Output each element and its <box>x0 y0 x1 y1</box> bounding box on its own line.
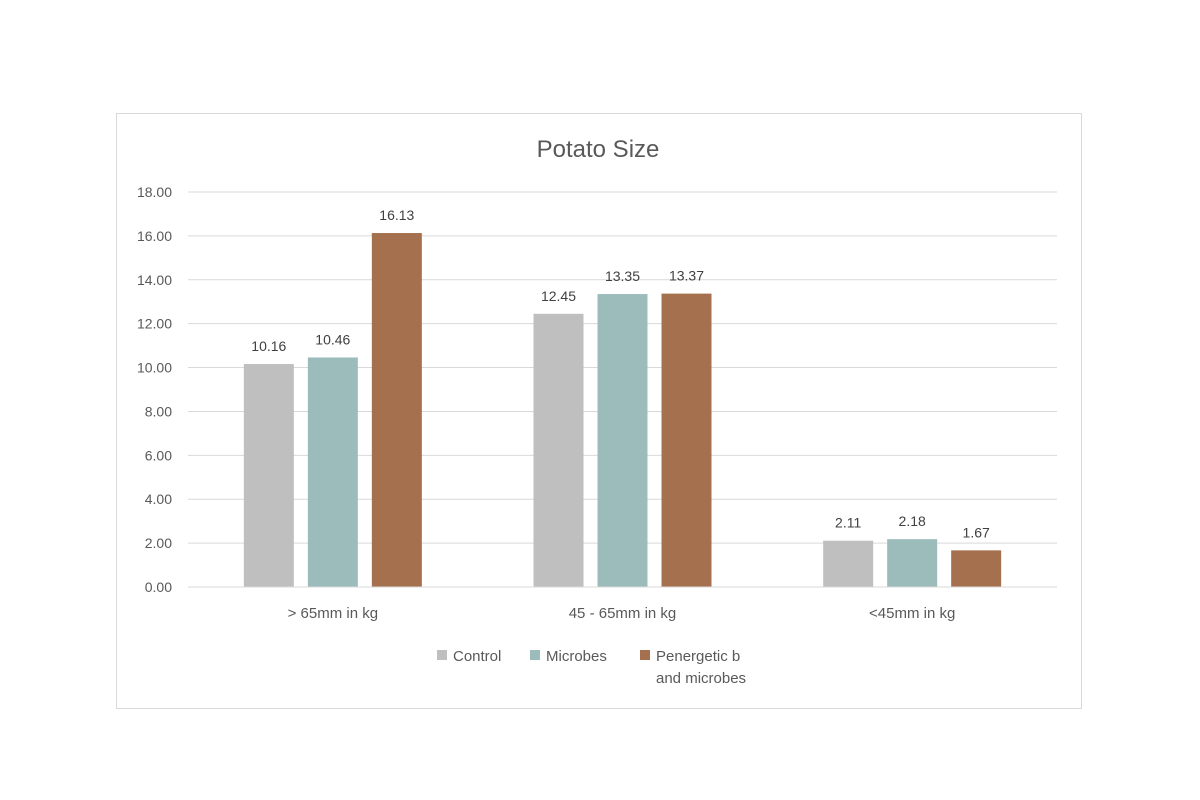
bar <box>533 313 584 587</box>
chart-title: Potato Size <box>537 136 660 163</box>
bar <box>951 550 1002 587</box>
data-label: 1.67 <box>963 524 990 540</box>
y-tick-label: 8.00 <box>145 403 172 419</box>
y-tick-label: 6.00 <box>145 447 172 463</box>
y-tick-label: 14.00 <box>137 272 172 288</box>
legend-label: Microbes <box>546 648 607 665</box>
legend-swatch <box>437 650 447 660</box>
y-tick-label: 18.00 <box>137 184 172 200</box>
legend-swatch <box>530 650 540 660</box>
data-label: 13.37 <box>669 268 704 284</box>
y-tick-label: 16.00 <box>137 228 172 244</box>
y-tick-label: 4.00 <box>145 491 172 507</box>
bar <box>307 357 358 587</box>
bar <box>661 293 712 587</box>
data-label: 16.13 <box>379 207 414 223</box>
bar <box>823 540 874 587</box>
legend: Control Microbes Penergetic b and microbes <box>437 648 746 687</box>
y-tick-label: 2.00 <box>145 535 172 551</box>
data-label: 12.45 <box>541 288 576 304</box>
data-label: 10.16 <box>251 338 286 354</box>
x-category-label: 45 - 65mm in kg <box>569 605 677 622</box>
bar <box>887 539 938 587</box>
data-label: 2.18 <box>899 513 926 529</box>
bar <box>371 233 422 587</box>
data-label: 10.46 <box>315 331 350 347</box>
x-category-label: > 65mm in kg <box>288 605 378 622</box>
bar <box>597 294 648 587</box>
data-label: 2.11 <box>835 515 861 531</box>
y-tick-label: 12.00 <box>137 316 172 332</box>
legend-label: and microbes <box>656 670 746 687</box>
axes: 0.00 2.00 4.00 6.00 8.00 10.00 12.00 14.00 16.00… <box>137 184 1057 622</box>
legend-label: Penergetic b <box>656 648 740 665</box>
bars <box>243 233 1002 587</box>
data-labels: 10.16 10.46 16.13 12.45 13.35 13.37 2.11 2.18 1.… <box>251 207 990 540</box>
legend-swatch <box>640 650 650 660</box>
y-tick-label: 0.00 <box>145 579 172 595</box>
x-category-label: <45mm in kg <box>869 605 955 622</box>
data-label: 13.35 <box>605 268 640 284</box>
legend-label: Control <box>453 648 501 665</box>
y-tick-label: 10.00 <box>137 360 172 376</box>
bar <box>243 364 294 587</box>
